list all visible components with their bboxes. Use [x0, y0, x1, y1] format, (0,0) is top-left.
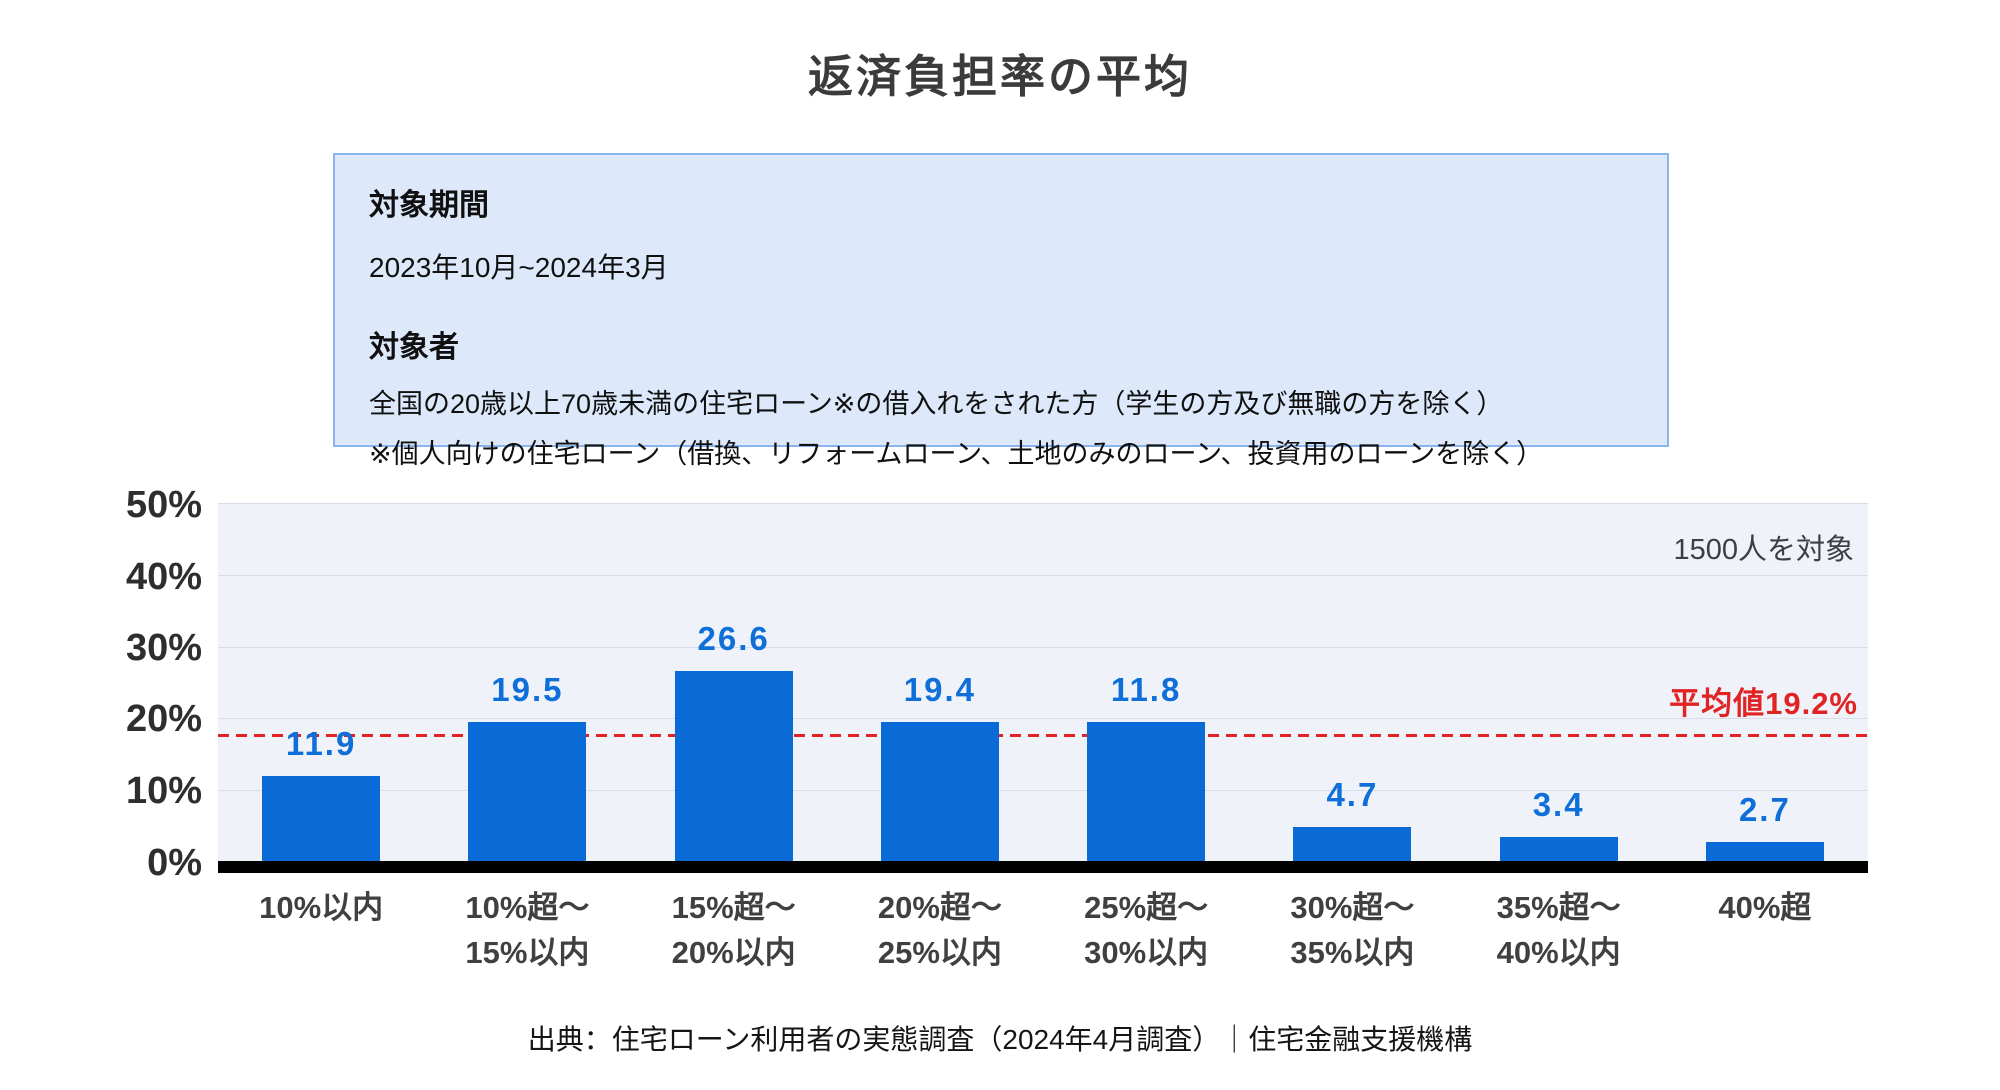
bar [1705, 841, 1824, 861]
x-axis-label: 10%以内 [259, 890, 384, 925]
bar [1499, 836, 1618, 861]
x-axis-label: 15%超〜 20%以内 [671, 890, 796, 970]
bars-container: 11.9 19.5 26.6 19.4 11.8 4.7 [218, 504, 1868, 861]
bar-group: 11.9 [218, 504, 424, 861]
gridline [218, 646, 1868, 648]
gridline [218, 789, 1868, 791]
bar-value-label: 11.8 [1110, 671, 1182, 709]
y-axis-tick: 20% [125, 698, 202, 740]
average-value-text: 19.2% [1765, 686, 1858, 721]
subject-footnote: ※個人向けの住宅ローン（借換、リフォームローン、土地のみのローン、投資用のローン… [369, 439, 1544, 470]
y-axis-tick: 50% [125, 484, 202, 526]
bar-value-label: 4.7 [1326, 776, 1379, 814]
y-axis-tick: 0% [147, 842, 202, 884]
bar [468, 721, 587, 861]
average-value-label: 平均値19.2% [1669, 678, 1858, 723]
period-value: 2023年10月~2024年3月 [369, 252, 669, 283]
x-axis-label: 35%超〜 40%以内 [1496, 890, 1621, 970]
x-axis-label: 30%超〜 35%以内 [1290, 890, 1415, 970]
bar-group: 4.7 [1249, 504, 1455, 861]
plot-area: 11.9 19.5 26.6 19.4 11.8 4.7 [218, 503, 1868, 861]
bar-value-label: 3.4 [1532, 785, 1585, 823]
bar-group: 26.6 [631, 504, 837, 861]
y-axis-tick: 30% [125, 627, 202, 669]
average-label-text: 平均値 [1669, 686, 1766, 721]
bar-value-label: 26.6 [697, 620, 770, 658]
bar [880, 722, 999, 861]
bar-group: 2.7 [1662, 504, 1868, 861]
gridline [218, 718, 1868, 720]
x-axis-label: 20%超〜 25%以内 [877, 890, 1002, 970]
sample-size-note: 1500人を対象 [1673, 534, 1854, 566]
bar-value-label: 11.9 [285, 725, 357, 763]
x-axis-baseline [218, 861, 1868, 873]
bar [1087, 722, 1206, 861]
period-heading: 対象期間 [369, 189, 489, 222]
x-axis-label: 10%超〜 15%以内 [465, 890, 590, 970]
y-axis-tick: 40% [125, 556, 202, 598]
bar-group: 3.4 [1456, 504, 1662, 861]
bar-group: 11.8 [1043, 504, 1249, 861]
survey-info-box: 対象期間 2023年10月~2024年3月 対象者 全国の20歳以上70歳未満の… [333, 153, 1669, 469]
bar [262, 776, 381, 861]
bar-value-label: 2.7 [1738, 790, 1791, 828]
subject-heading: 対象者 [369, 331, 459, 364]
gridline [218, 575, 1868, 577]
bar-group: 19.5 [424, 504, 630, 861]
x-axis-label: 25%超〜 30%以内 [1084, 890, 1209, 970]
page-title: 返済負担率の平均 [807, 51, 1192, 102]
bar-value-label: 19.5 [491, 670, 564, 708]
bar [1293, 827, 1412, 861]
x-axis-labels: 10%以内 10%超〜 15%以内 15%超〜 20%以内 20%超〜 25%以… [218, 886, 1868, 976]
bar-group: 19.4 [837, 504, 1043, 861]
bar-value-label: 19.4 [903, 671, 976, 709]
source-citation: 出典：住宅ローン利用者の実態調査（2024年4月調査）｜住宅金融支援機構 [527, 1024, 1473, 1055]
y-axis-tick: 10% [125, 770, 202, 812]
bar [674, 671, 793, 861]
subject-description: 全国の20歳以上70歳未満の住宅ローン※の借入れをされた方（学生の方及び無職の方… [369, 389, 1504, 419]
x-axis-label: 40%超 [1718, 890, 1812, 925]
average-line [218, 734, 1868, 738]
